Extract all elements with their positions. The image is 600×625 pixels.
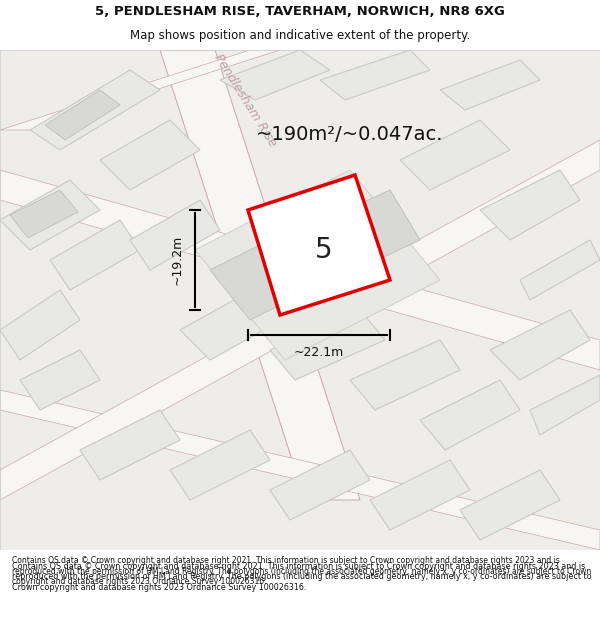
Polygon shape bbox=[315, 190, 420, 275]
Polygon shape bbox=[180, 280, 300, 360]
Polygon shape bbox=[520, 240, 600, 300]
Polygon shape bbox=[0, 290, 80, 360]
Text: Contains OS data © Crown copyright and database right 2021. This information is : Contains OS data © Crown copyright and d… bbox=[12, 556, 591, 586]
Polygon shape bbox=[270, 310, 385, 380]
Text: ~22.1m: ~22.1m bbox=[294, 346, 344, 359]
Polygon shape bbox=[460, 470, 560, 540]
Polygon shape bbox=[0, 50, 280, 130]
Polygon shape bbox=[400, 120, 510, 190]
Polygon shape bbox=[420, 380, 520, 450]
Polygon shape bbox=[350, 340, 460, 410]
Polygon shape bbox=[160, 50, 360, 500]
Polygon shape bbox=[195, 170, 440, 360]
Polygon shape bbox=[10, 190, 78, 238]
Polygon shape bbox=[45, 90, 120, 140]
Polygon shape bbox=[20, 350, 100, 410]
Polygon shape bbox=[130, 200, 220, 270]
Polygon shape bbox=[170, 430, 270, 500]
Text: Map shows position and indicative extent of the property.: Map shows position and indicative extent… bbox=[130, 29, 470, 42]
Text: Contains OS data © Crown copyright and database right 2021. This information is : Contains OS data © Crown copyright and d… bbox=[12, 562, 592, 591]
Polygon shape bbox=[270, 450, 370, 520]
Polygon shape bbox=[80, 410, 180, 480]
Text: ~190m²/~0.047ac.: ~190m²/~0.047ac. bbox=[256, 126, 444, 144]
Polygon shape bbox=[370, 460, 470, 530]
Text: 5: 5 bbox=[314, 236, 332, 264]
Polygon shape bbox=[440, 60, 540, 110]
Polygon shape bbox=[490, 310, 590, 380]
Text: 5, PENDLESHAM RISE, TAVERHAM, NORWICH, NR8 6XG: 5, PENDLESHAM RISE, TAVERHAM, NORWICH, N… bbox=[95, 5, 505, 18]
Polygon shape bbox=[0, 180, 100, 250]
Polygon shape bbox=[0, 170, 600, 370]
Polygon shape bbox=[0, 50, 600, 550]
Polygon shape bbox=[320, 50, 430, 100]
Polygon shape bbox=[0, 140, 600, 500]
Polygon shape bbox=[530, 375, 600, 435]
Text: ~19.2m: ~19.2m bbox=[170, 235, 184, 285]
Text: Pendlesham Rise: Pendlesham Rise bbox=[211, 51, 279, 149]
Polygon shape bbox=[248, 175, 390, 315]
Polygon shape bbox=[100, 120, 200, 190]
Polygon shape bbox=[30, 70, 160, 150]
Polygon shape bbox=[0, 390, 600, 550]
Polygon shape bbox=[50, 220, 140, 290]
Polygon shape bbox=[220, 50, 330, 100]
Polygon shape bbox=[210, 230, 330, 320]
Polygon shape bbox=[480, 170, 580, 240]
